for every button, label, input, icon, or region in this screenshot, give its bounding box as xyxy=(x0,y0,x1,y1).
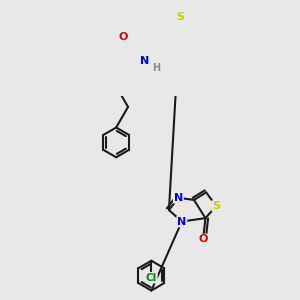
Text: N: N xyxy=(174,193,183,203)
Text: S: S xyxy=(176,12,184,22)
Text: N: N xyxy=(177,217,186,226)
Text: O: O xyxy=(198,234,208,244)
Text: S: S xyxy=(212,201,220,211)
Text: O: O xyxy=(118,32,128,42)
Text: N: N xyxy=(140,56,149,66)
Text: Cl: Cl xyxy=(146,273,157,283)
Text: H: H xyxy=(152,63,160,73)
